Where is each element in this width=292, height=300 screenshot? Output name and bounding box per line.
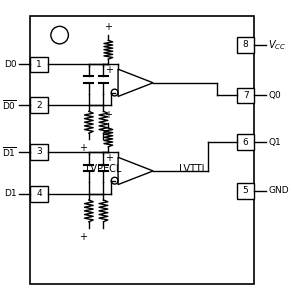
Bar [237,183,254,199]
Text: $\overline{\rm D1}$: $\overline{\rm D1}$ [2,145,17,159]
Text: LVTTL: LVTTL [179,164,207,175]
Bar [30,16,254,284]
Text: Q1: Q1 [268,138,281,147]
Text: +: + [79,232,87,242]
Bar [30,144,48,160]
Text: LVPECL: LVPECL [86,164,121,175]
Text: 6: 6 [243,138,248,147]
Text: 8: 8 [243,40,248,49]
Text: +: + [104,110,112,120]
Text: GND: GND [268,186,289,195]
Text: 2: 2 [36,101,42,110]
Text: $\overline{\rm D0}$: $\overline{\rm D0}$ [2,98,17,112]
Text: 4: 4 [36,189,42,198]
Text: +: + [104,22,112,32]
Text: D1: D1 [4,189,17,198]
Bar [30,98,48,113]
Bar [237,88,254,103]
Text: D0: D0 [4,60,17,69]
Text: 1: 1 [36,60,42,69]
Text: +: + [105,153,113,163]
Text: 3: 3 [36,147,42,156]
Text: Q0: Q0 [268,91,281,100]
Bar [237,37,254,52]
Bar [30,56,48,72]
Text: 5: 5 [243,186,248,195]
Text: +: + [105,65,113,75]
Text: +: + [79,143,87,153]
Bar [237,134,254,150]
Text: $V_{CC}$: $V_{CC}$ [268,38,286,52]
Text: 7: 7 [243,91,248,100]
Bar [30,186,48,202]
